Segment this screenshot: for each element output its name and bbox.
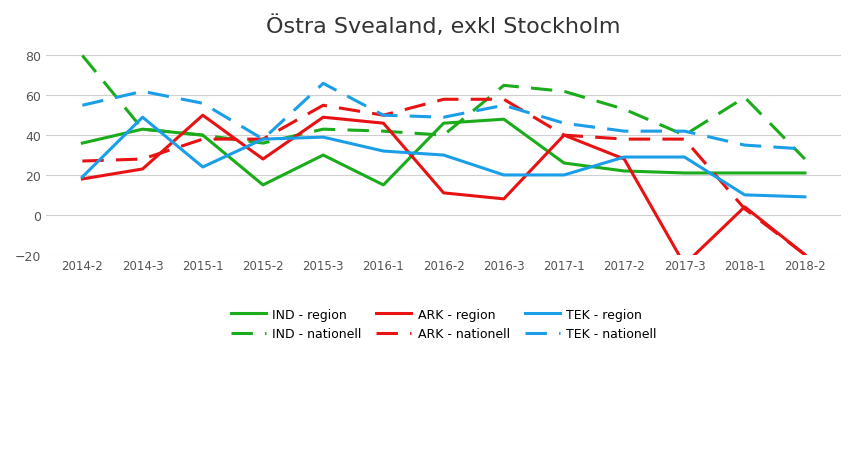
Legend: IND - region, IND - nationell, ARK - region, ARK - nationell, TEK - region, TEK : IND - region, IND - nationell, ARK - reg…	[226, 303, 662, 345]
Title: Östra Svealand, exkl Stockholm: Östra Svealand, exkl Stockholm	[266, 15, 621, 37]
